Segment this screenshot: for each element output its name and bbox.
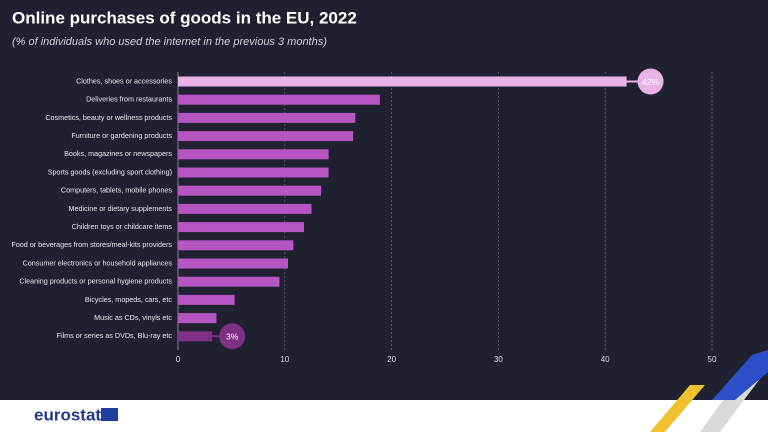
y-tick-label: Deliveries from restaurants — [86, 95, 172, 104]
y-tick-label: Clothes, shoes or accessories — [76, 76, 172, 85]
y-tick-label: Music as CDs, vinyls etc — [94, 313, 172, 322]
bar — [178, 167, 329, 178]
y-tick-label: Food or beverages from stores/meal-kits … — [11, 240, 172, 249]
bar — [178, 222, 305, 233]
bar — [178, 185, 322, 196]
bar — [178, 149, 329, 160]
value-bubble — [219, 323, 246, 350]
chart-background — [0, 0, 768, 400]
value-label: 3% — [226, 332, 239, 342]
eu-flag — [101, 408, 118, 421]
x-tick-label: 40 — [601, 355, 610, 364]
bar — [178, 94, 380, 105]
x-tick-label: 0 — [176, 355, 181, 364]
bar — [178, 203, 312, 214]
x-tick-label: 20 — [387, 355, 396, 364]
y-tick-label: Consumer electronics or household applia… — [23, 258, 173, 267]
bar — [178, 276, 280, 287]
y-tick-label: Furniture or gardening products — [71, 131, 172, 140]
x-tick-label: 10 — [280, 355, 289, 364]
footer-background — [0, 400, 768, 432]
y-tick-label: Films or series as DVDs, Blu-ray etc — [57, 331, 173, 340]
y-tick-label: Cosmetics, beauty or wellness products — [45, 113, 172, 122]
bar — [178, 331, 213, 342]
chart-title: Online purchases of goods in the EU, 202… — [12, 8, 357, 27]
bar — [178, 294, 235, 305]
bar — [178, 131, 354, 142]
y-tick-label: Bicycles, mopeds, cars, etc — [85, 295, 172, 304]
y-tick-label: Books, magazines or newspapers — [64, 149, 172, 158]
logo-text: eurostat — [34, 405, 101, 424]
y-tick-label: Medicine or dietary supplements — [69, 204, 173, 213]
value-label: 42% — [642, 77, 659, 87]
x-tick-label: 50 — [708, 355, 717, 364]
y-tick-label: Sports goods (excluding sport clothing) — [48, 167, 172, 176]
y-tick-label: Cleaning products or personal hygiene pr… — [19, 277, 172, 286]
y-tick-label: Children toys or childcare items — [72, 222, 173, 231]
y-tick-label: Computers, tablets, mobile phones — [61, 186, 172, 195]
x-tick-label: 30 — [494, 355, 503, 364]
value-bubble — [637, 68, 664, 95]
decoration — [650, 350, 768, 432]
bar — [178, 76, 627, 87]
bar — [178, 258, 289, 269]
bar — [178, 240, 294, 251]
bar — [178, 313, 217, 324]
bar — [178, 112, 356, 123]
chart-subtitle: (% of individuals who used the internet … — [12, 36, 327, 48]
